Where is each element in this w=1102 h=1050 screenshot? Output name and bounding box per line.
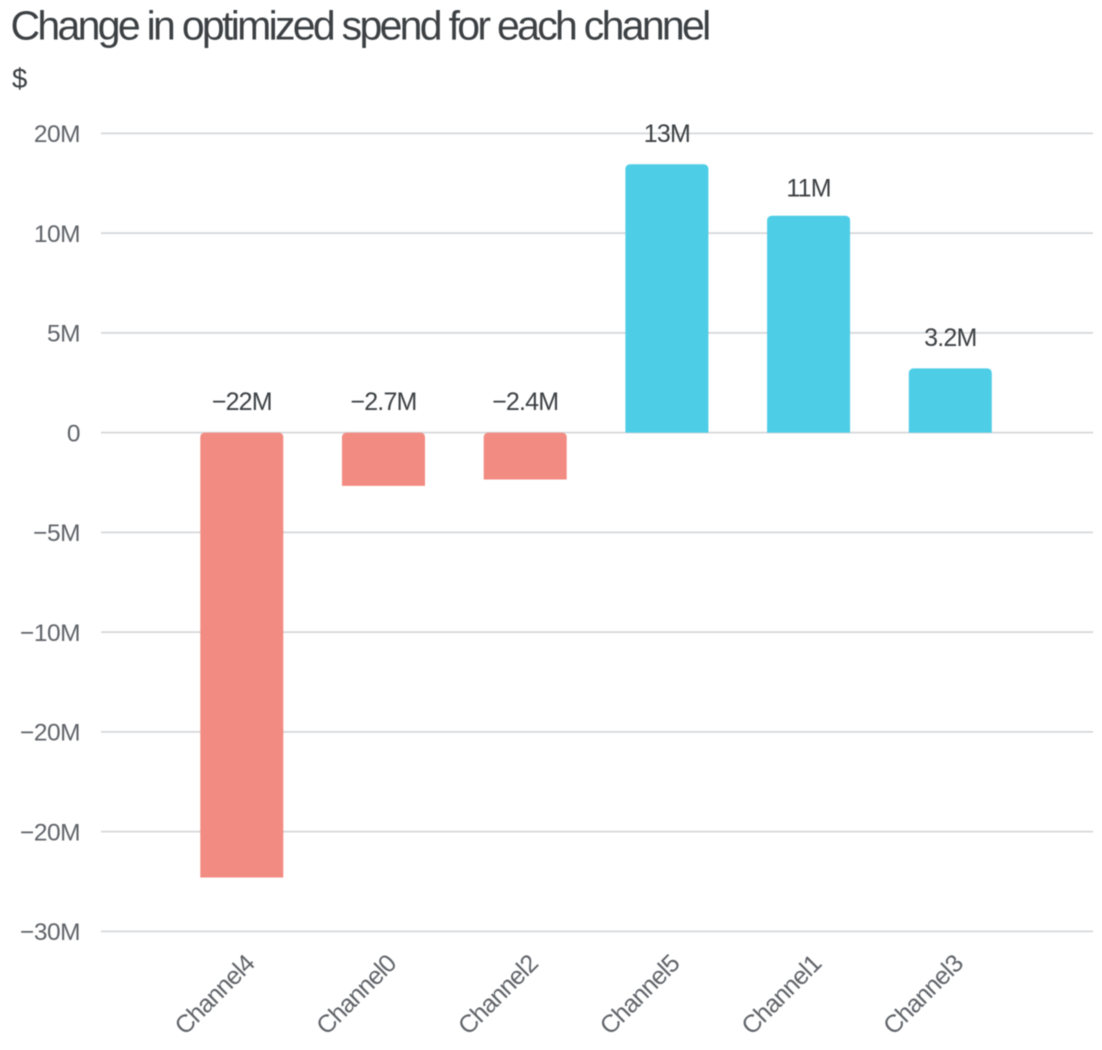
svg-text:0: 0 bbox=[67, 420, 80, 447]
svg-text:$: $ bbox=[12, 63, 27, 94]
svg-text:5M: 5M bbox=[47, 321, 80, 348]
svg-text:−22M: −22M bbox=[212, 388, 272, 416]
svg-text:10M: 10M bbox=[34, 221, 80, 248]
svg-text:20M: 20M bbox=[34, 121, 80, 148]
svg-text:Channel2: Channel2 bbox=[453, 950, 544, 1041]
svg-text:Channel4: Channel4 bbox=[169, 949, 260, 1040]
svg-text:Channel1: Channel1 bbox=[736, 950, 827, 1041]
svg-text:Channel5: Channel5 bbox=[595, 950, 686, 1041]
svg-text:Channel3: Channel3 bbox=[878, 950, 969, 1041]
svg-text:−2.7M: −2.7M bbox=[350, 388, 416, 416]
svg-text:Channel0: Channel0 bbox=[311, 950, 402, 1041]
svg-text:−2.4M: −2.4M bbox=[492, 388, 558, 416]
svg-text:Change in optimized spend for: Change in optimized spend for each chann… bbox=[11, 3, 710, 49]
svg-text:−10M: −10M bbox=[20, 620, 80, 647]
svg-text:−30M: −30M bbox=[20, 919, 80, 946]
svg-text:13M: 13M bbox=[644, 120, 690, 148]
svg-text:3.2M: 3.2M bbox=[924, 324, 976, 352]
svg-text:−20M: −20M bbox=[20, 819, 80, 846]
svg-text:11M: 11M bbox=[786, 174, 830, 202]
svg-text:−5M: −5M bbox=[33, 520, 80, 547]
svg-text:−20M: −20M bbox=[20, 720, 80, 747]
